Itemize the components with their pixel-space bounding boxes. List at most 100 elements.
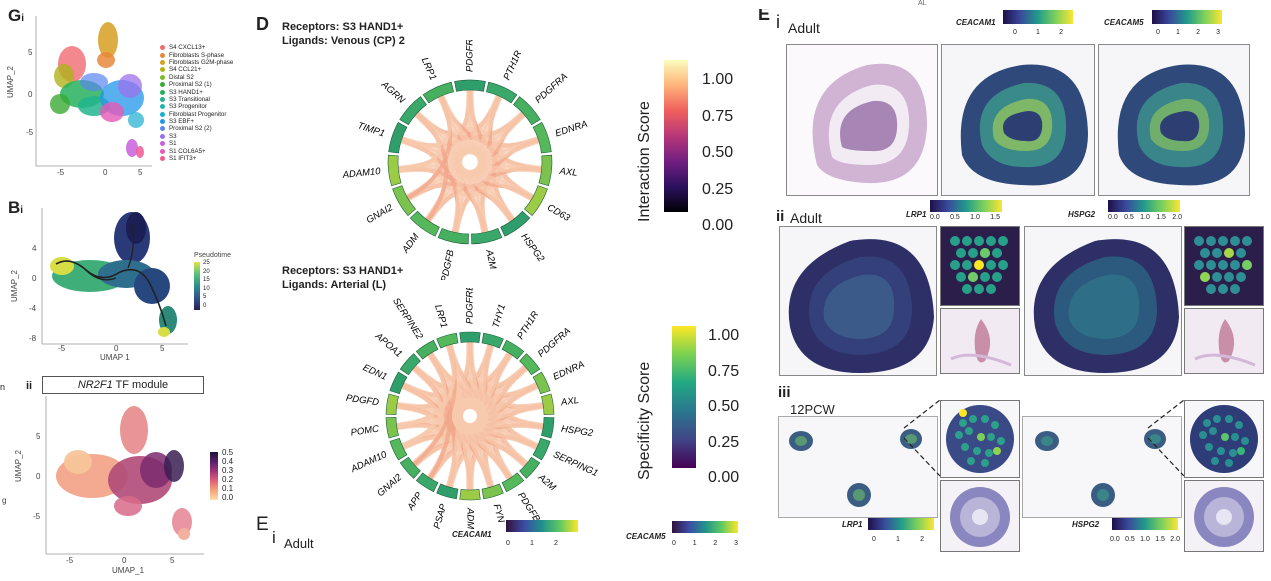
legend-swatch [160, 133, 165, 139]
row-ii-gene2: HSPG2 [1068, 210, 1096, 219]
chord-label-adm: ADM [400, 232, 422, 256]
ceacam1-colorbar [506, 520, 578, 532]
chord2-title: Receptors: S3 HAND1+ Ligands: Arterial (L… [282, 265, 404, 291]
chord-arc-a2m [519, 456, 541, 479]
chord-label-apoa1: APOA1 [372, 330, 404, 360]
chord-label-edn1: EDN1 [361, 362, 389, 383]
pseudotime-colorbar [194, 262, 200, 310]
chord-arc-gnai2 [399, 456, 421, 479]
panel-b-xtick-3: 5 [160, 344, 165, 353]
panel-g-umap [35, 16, 152, 167]
legend-swatch [160, 52, 165, 58]
chord-arc-pdgfb [437, 227, 469, 245]
panel-e-sub: i [272, 528, 276, 547]
nr2f1-xtick-2: 0 [122, 556, 127, 565]
legend-item: S4 CXCL13+ [160, 44, 233, 51]
row-i-gene2: CEACAM5 [1104, 18, 1144, 27]
chord-arc-hspg2 [541, 417, 555, 439]
chord-arc-adam10 [389, 437, 408, 461]
chord-label-psap: PSAP [432, 502, 450, 530]
chord-label-a2m: A2M [483, 248, 498, 270]
row-iii-lrp1-overview [778, 416, 938, 518]
legend-swatch [160, 89, 165, 95]
panel-b-ytick-4: -8 [29, 334, 37, 343]
nr2f1-colorbar [210, 452, 218, 500]
specificity-ticks: 1.00 0.75 0.50 0.25 0.00 [708, 327, 740, 486]
chord-label-gnai2: GNAI2 [365, 202, 396, 226]
chord-arc-a2m [471, 227, 503, 245]
row-ii-lrp1-zoom-spots [940, 226, 1020, 306]
chord-label-timp1: TIMP1 [356, 120, 386, 139]
chord-link [400, 95, 452, 148]
chord-arc-pth1r [486, 81, 518, 104]
chord-label-pth1r: PTH1R [502, 49, 525, 82]
panel-nr2f1-subscript: ii [26, 380, 33, 392]
chord-arc-pdgfrb [454, 79, 486, 92]
panel-b-umap [41, 208, 188, 345]
legend-item: Proximal S2 (2) [160, 125, 233, 132]
specificity-colorbar [672, 326, 696, 468]
chord-arc-timp1 [388, 122, 408, 154]
legend-item: S4 CCL21+ [160, 66, 233, 73]
chord-label-serping1: SERPING1 [551, 449, 599, 479]
row-ii-ticks2: 0.0 0.5 1.0 1.5 2.0 [1108, 214, 1182, 221]
chord-label-pdgfb: PDGFB [439, 248, 457, 280]
chord-arc-pdgfra [513, 96, 541, 126]
pseudotime-legend-title: Pseudotime [194, 252, 231, 259]
row-iii-lrp1-zoom-he [940, 480, 1020, 552]
chord-label-hspg2: HSPG2 [518, 232, 546, 265]
panel-b-ytick-2: 0 [32, 274, 37, 283]
row-ii-lrp1-zoom-he [940, 308, 1020, 374]
panel-g-ytick-3: -5 [26, 128, 34, 137]
chord-label-adam10: ADAM10 [349, 449, 390, 476]
chord-arc-adm [409, 210, 440, 237]
chord-arc-thy1 [481, 332, 504, 349]
chord-label-pdgfd: PDGFD [345, 393, 380, 409]
legend-item: Proximal S2 (1) [160, 81, 233, 88]
panel-b-letter: Bi [8, 198, 24, 217]
ceacam1-label: CEACAM1 [452, 530, 492, 539]
legend-item: S3 Progenitor [160, 103, 233, 110]
chord-arc-adam10 [387, 154, 402, 187]
panel-g-xtick-1: -5 [57, 168, 65, 177]
chord-label-ednra: EDNRA [551, 359, 586, 383]
row-i-colorbar2 [1152, 10, 1222, 24]
chord-label-lrp1: LRP1 [419, 56, 439, 82]
chord-arc-pomc [385, 417, 399, 439]
legend-swatch [160, 148, 165, 154]
chord-label-axl: AXL [558, 166, 578, 179]
panel-g-letter: Gi [8, 6, 25, 25]
legend-swatch [160, 74, 165, 80]
row-i-label: Adult [788, 20, 820, 36]
legend-item: S3 EBF+ [160, 118, 233, 125]
row-ii-hspg2-spots [1024, 226, 1182, 376]
legend-swatch [160, 141, 165, 147]
specificity-score-label: Specificity Score [636, 361, 653, 480]
chord-link [398, 112, 442, 172]
panel-b-xlabel: UMAP 1 [100, 353, 130, 362]
row-iii-label: 12PCW [790, 402, 835, 417]
chord-arc-pdgfb [501, 472, 525, 493]
row-iii-gene1: LRP1 [842, 520, 863, 529]
legend-swatch [160, 156, 165, 162]
chord-arc-lrp1 [436, 332, 459, 349]
row-iii-colorbar2 [1112, 518, 1178, 530]
legend-item: Fibroblasts G2M-phase [160, 59, 233, 66]
chord-arc-ednra [532, 371, 551, 395]
row-i-he-image [786, 44, 938, 196]
panel-g-ytick-1: 5 [28, 48, 33, 57]
chord-diagram-venous: PDGFRB PTH1R PDGFRA EDNRA AXL CD63 HSPG2 A2M PDG… [341, 40, 589, 280]
panel-b-xtick-1: -5 [58, 344, 66, 353]
row-iii-hspg2-zoom-lines [1147, 399, 1185, 477]
legend-item: S3 HAND1+ [160, 88, 233, 96]
top-cut-text: AL G A al [918, 0, 952, 27]
chord-arc-fyn [481, 483, 504, 500]
chord-label-adm: ADM [464, 507, 475, 529]
panel-nr2f1-ylabel: UMAP_2 [14, 449, 23, 482]
panel-nr2f1-sub-prefix: n [0, 382, 6, 392]
chord-arc-axl [538, 154, 553, 187]
